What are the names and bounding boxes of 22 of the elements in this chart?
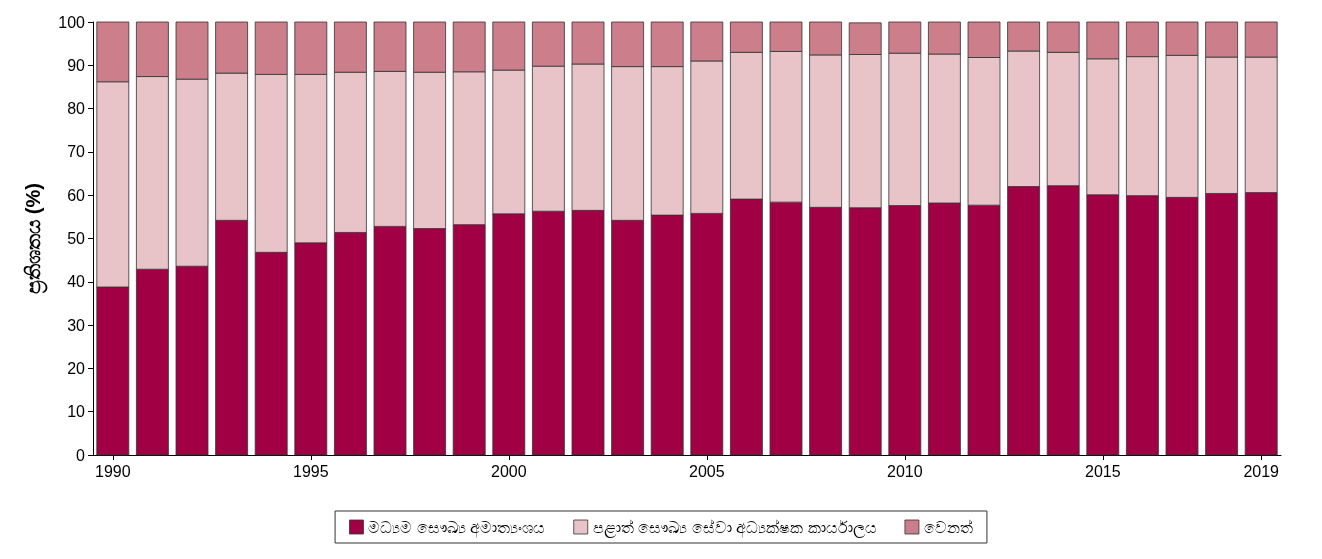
y-tick-label: 40 [67, 273, 86, 291]
x-tick-label: 2019 [1243, 462, 1280, 480]
legend-label: මධ්‍යම සෞඛ්‍ය අමාත්‍යංශය [368, 518, 546, 538]
y-tick-label: 60 [67, 186, 86, 204]
x-tick-label: 2010 [887, 462, 923, 480]
legend-label: පළාත් සෞඛ්‍ය සේවා අධ්‍යක්ෂක කාර්යාලය [592, 518, 877, 538]
y-tick-label: 80 [67, 100, 86, 118]
y-axis-title: ප්‍රතිශතය (%) [22, 183, 48, 294]
y-tick-label: 30 [67, 316, 86, 334]
x-tick-label: 2015 [1085, 462, 1121, 480]
y-tick-label: 10 [67, 403, 86, 421]
y-tick-label: 90 [67, 56, 86, 74]
y-tick-label: 100 [58, 13, 86, 31]
y-tick-label: 70 [67, 143, 86, 161]
x-tick-label: 1995 [293, 462, 329, 480]
x-tick-label: 2000 [491, 462, 527, 480]
x-tick-label: 1990 [95, 462, 131, 480]
y-tick-label: 50 [67, 230, 86, 247]
legend-label: වෙනත් [923, 518, 973, 536]
x-tick-label: 2005 [689, 462, 725, 480]
y-tick-label: 20 [67, 359, 86, 377]
y-tick-label: 0 [76, 446, 86, 464]
